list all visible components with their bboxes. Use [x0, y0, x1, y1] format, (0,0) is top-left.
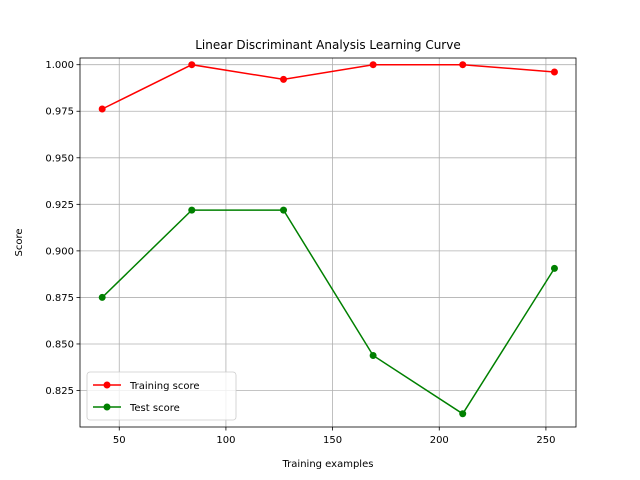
- data-point-training: [369, 61, 377, 69]
- axis-ticks: 50 100 150 200 250 0.825 0.850 0.875 0.900 0.925 0…: [45, 60, 555, 446]
- x-axis-label: Training examples: [282, 459, 374, 470]
- legend-label-training: Training score: [129, 381, 200, 392]
- data-point-test: [280, 206, 288, 214]
- y-tick-label: 0.875: [45, 293, 74, 304]
- x-tick-label: 150: [323, 435, 342, 446]
- data-point-test: [369, 352, 377, 360]
- data-point-training: [98, 105, 106, 113]
- data-point-training: [280, 75, 288, 83]
- y-tick-label: 0.950: [45, 153, 74, 164]
- y-tick-label: 0.850: [45, 339, 74, 350]
- series-line-test: [101, 209, 556, 415]
- y-tick-label: 1.000: [45, 60, 74, 71]
- data-point-test: [98, 293, 106, 301]
- data-point-training: [550, 68, 558, 76]
- y-tick-label: 0.900: [45, 246, 74, 257]
- data-point-training: [459, 61, 467, 69]
- x-tick-label: 50: [113, 435, 126, 446]
- data-point-test: [188, 206, 196, 214]
- y-axis-label: Score: [14, 228, 25, 256]
- data-point-training: [188, 61, 196, 69]
- legend-label-test: Test score: [129, 403, 180, 414]
- y-tick-label: 0.975: [45, 107, 74, 118]
- chart-title: Linear Discriminant Analysis Learning Cu…: [195, 38, 460, 52]
- data-point-test: [459, 410, 467, 418]
- legend-marker-test: [103, 403, 111, 411]
- series-line-training: [101, 63, 555, 110]
- legend: Training score Test score: [86, 371, 237, 421]
- y-tick-label: 0.925: [45, 200, 74, 211]
- legend-marker-training: [103, 381, 111, 389]
- x-tick-label: 200: [430, 435, 449, 446]
- plot-frame: [79, 57, 577, 428]
- x-tick-label: 250: [536, 435, 555, 446]
- x-tick-label: 100: [216, 435, 235, 446]
- data-point-test: [550, 264, 558, 272]
- y-tick-label: 0.825: [45, 386, 74, 397]
- legend-frame: [86, 371, 237, 421]
- series-layer: [98, 61, 558, 418]
